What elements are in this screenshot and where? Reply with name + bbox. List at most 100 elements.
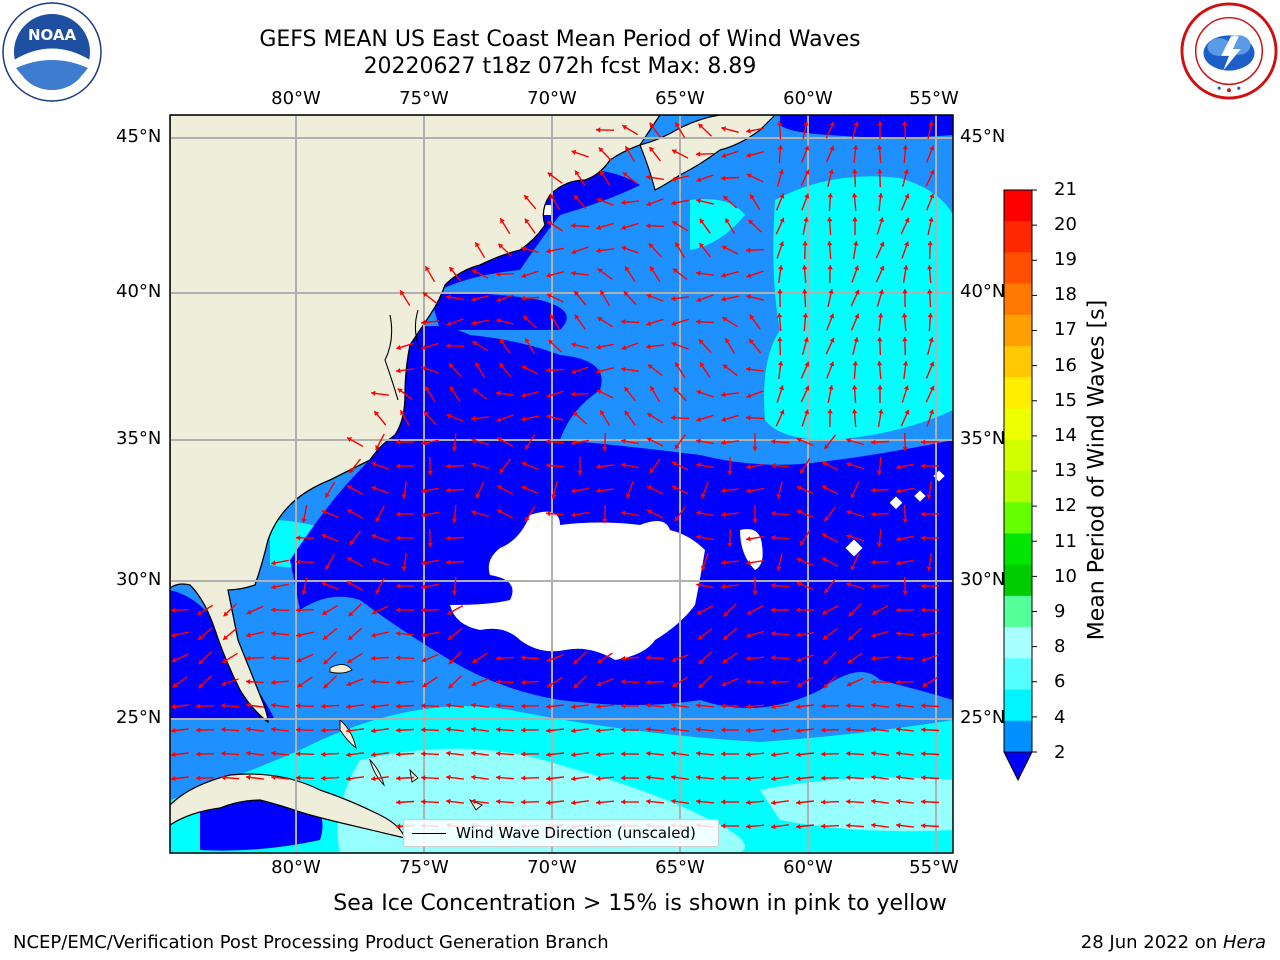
wave-direction-arrowhead xyxy=(796,823,801,830)
wave-direction-arrowhead xyxy=(423,411,429,417)
wave-direction-arrowhead xyxy=(877,169,883,174)
wave-direction-arrowhead xyxy=(523,316,529,321)
wave-direction-arrowhead xyxy=(846,534,852,540)
wave-direction-arrowhead xyxy=(725,218,730,224)
sea-ice-note: Sea Ice Concentration > 15% is shown in … xyxy=(333,891,947,916)
wave-direction-arrowhead xyxy=(321,533,327,539)
wave-direction-arrowhead xyxy=(546,293,552,299)
wave-direction-arrowhead xyxy=(546,272,552,278)
wave-direction-arrowhead xyxy=(625,146,630,152)
land-nova-scotia xyxy=(639,115,776,191)
colorbar-tick-label: 15 xyxy=(1054,390,1077,411)
wave-direction-arrowhead xyxy=(271,679,276,686)
wave-direction-arrowhead xyxy=(896,607,901,613)
wave-direction-arrowhead xyxy=(546,438,551,445)
wave-direction-arrowhead xyxy=(525,516,530,522)
wave-direction-arrowhead xyxy=(446,798,451,805)
wave-direction-arrowhead xyxy=(471,726,476,732)
wave-direction-arrowhead xyxy=(647,413,653,418)
wave-direction-arrowhead xyxy=(796,509,802,515)
wave-direction-arrowhead xyxy=(397,388,403,394)
wave-direction-arrowhead xyxy=(646,201,652,207)
wave-direction-arrowhead xyxy=(624,387,630,392)
wave-direction-arrowhead xyxy=(546,751,551,758)
wave-direction-arrowhead xyxy=(674,516,680,522)
wave-direction-arrowhead xyxy=(829,361,835,367)
colorbar-tick-label: 6 xyxy=(1054,671,1066,692)
no-data-patch xyxy=(740,529,763,570)
wave-direction-arrowhead xyxy=(347,437,353,442)
wave-direction-arrowhead xyxy=(222,658,228,663)
wave-direction-arrowhead xyxy=(796,751,801,758)
colorbar-segment xyxy=(1004,377,1032,410)
wave-direction-arrowhead xyxy=(721,681,727,687)
no-data-patch xyxy=(541,205,553,215)
wave-direction-arrowhead xyxy=(548,339,554,345)
wave-direction-arrowhead xyxy=(921,535,926,541)
wave-direction-arrowhead xyxy=(779,193,785,199)
wave-direction-arrowhead xyxy=(846,775,851,781)
wave-direction-arrowhead xyxy=(921,607,926,613)
wave-direction-arrowhead xyxy=(721,439,726,446)
wave-direction-arrowhead xyxy=(921,583,926,589)
colorbar-segment xyxy=(1004,689,1032,722)
wave-direction-arrowhead xyxy=(475,242,480,248)
colorbar-segment xyxy=(1004,627,1032,659)
wave-direction-arrowhead xyxy=(246,632,251,638)
colorbar-tick-label: 18 xyxy=(1054,284,1077,305)
wave-direction-arrowhead xyxy=(521,799,526,805)
wave-direction-arrowhead xyxy=(646,679,651,685)
wave-direction-arrowhead xyxy=(396,775,401,781)
wave-direction-arrowhead xyxy=(796,632,801,638)
wave-direction-arrowhead xyxy=(446,294,451,300)
wave-direction-arrowhead xyxy=(325,564,330,570)
wave-direction-arrowhead xyxy=(246,750,251,756)
wave-direction-arrowhead xyxy=(746,415,751,421)
wave-direction-arrowhead xyxy=(371,704,376,710)
wave-direction-arrowhead xyxy=(596,463,601,470)
wave-direction-arrowhead xyxy=(896,655,901,661)
wave-direction-arrowhead xyxy=(827,265,833,270)
wave-direction-arrowhead xyxy=(571,440,576,446)
wave-direction-arrowhead xyxy=(822,533,828,539)
wave-direction-arrowhead xyxy=(650,266,655,272)
wave-direction-arrowhead xyxy=(902,361,909,366)
wave-direction-arrowhead xyxy=(672,221,678,226)
wave-direction-arrowhead xyxy=(896,560,901,566)
wave-direction-arrowhead xyxy=(171,703,176,710)
wave-direction-arrowhead xyxy=(246,609,252,615)
wave-direction-arrowhead xyxy=(796,775,801,782)
wave-direction-arrowhead xyxy=(824,444,830,450)
wave-direction-arrowhead xyxy=(821,775,826,781)
colorbar-tick-label: 13 xyxy=(1054,460,1077,481)
wave-direction-arrowhead xyxy=(596,775,601,782)
wave-direction-arrowhead xyxy=(646,343,651,350)
colorbar xyxy=(1003,189,1037,782)
wave-direction-arrowhead xyxy=(374,411,380,416)
wave-direction-arrowhead xyxy=(879,265,885,271)
wave-direction-arrowhead xyxy=(496,727,501,733)
wave-direction-arrowhead xyxy=(877,313,884,318)
wave-direction-arrowhead xyxy=(871,655,876,662)
wave-direction-arrowhead xyxy=(829,313,835,319)
wave-direction-arrowhead xyxy=(371,776,376,782)
wave-direction-arrowhead xyxy=(446,321,452,327)
wave-direction-arrowhead xyxy=(727,542,733,547)
wave-direction-arrowhead xyxy=(323,683,329,689)
wave-direction-arrowhead xyxy=(904,241,910,247)
wave-direction-arrowhead xyxy=(425,266,430,272)
colorbar-segment xyxy=(1004,408,1032,441)
colorbar-tick-label: 14 xyxy=(1054,425,1077,446)
colorbar-segment xyxy=(1004,658,1032,691)
wave-direction-arrowhead xyxy=(854,265,860,271)
wave-direction-arrowhead xyxy=(871,439,876,445)
wave-direction-arrowhead xyxy=(573,683,579,689)
wave-direction-arrowhead xyxy=(621,462,626,468)
wave-direction-arrowhead xyxy=(573,411,579,417)
wave-direction-arrowhead xyxy=(621,799,626,805)
wave-direction-arrowhead xyxy=(296,657,302,663)
wave-direction-arrowhead xyxy=(646,485,652,491)
wave-direction-arrowhead xyxy=(401,566,407,571)
wave-direction-arrowhead xyxy=(771,752,776,758)
wave-direction-arrowhead xyxy=(821,799,826,805)
